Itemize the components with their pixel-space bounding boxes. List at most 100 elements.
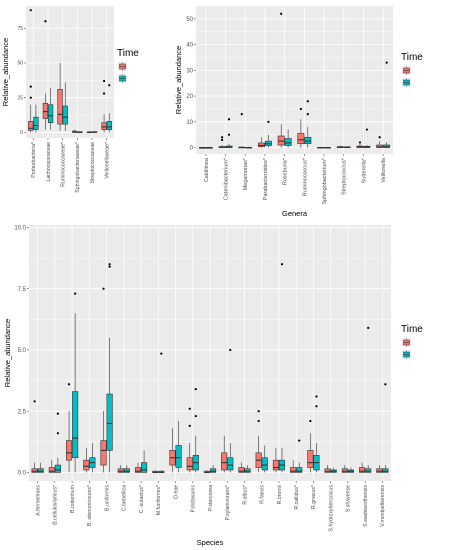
outlier-point <box>298 439 301 442</box>
outlier-point <box>67 383 71 386</box>
iqr-box <box>101 122 107 130</box>
x-category-label: R.gnavus* <box>311 485 317 509</box>
iqr-box <box>307 450 314 468</box>
after-box <box>245 146 253 149</box>
before-box <box>48 460 55 473</box>
before-box <box>307 419 314 473</box>
outlier-point <box>306 113 309 116</box>
outlier-point <box>257 410 260 413</box>
iqr-box <box>117 468 124 473</box>
before-box <box>376 136 384 148</box>
after-box <box>62 82 68 132</box>
after-box <box>296 439 303 473</box>
outlier-point <box>188 424 191 427</box>
outlier-point <box>74 292 77 295</box>
outlier-point <box>385 61 388 64</box>
x-category-label: Streptococcaceae <box>90 142 96 184</box>
iqr-box <box>28 121 34 131</box>
outlier-point <box>194 388 197 391</box>
after-box <box>192 388 199 473</box>
x-axis-title: Species <box>197 538 224 547</box>
outlier-point <box>227 133 231 136</box>
outlier-point <box>267 120 270 123</box>
before-box <box>238 113 246 149</box>
before-box <box>218 136 226 148</box>
iqr-box <box>48 467 55 473</box>
after-box <box>106 263 113 473</box>
after-box <box>347 467 354 473</box>
x-category-label: A.fermentans <box>35 485 41 516</box>
before-box <box>277 12 285 148</box>
outlier-point <box>160 352 163 355</box>
before-box <box>198 147 206 149</box>
before-box <box>57 62 63 132</box>
iqr-box <box>238 467 245 473</box>
y-tick-label: 0 <box>190 146 194 152</box>
after-box <box>365 326 372 473</box>
before-box <box>100 287 107 473</box>
outlier-point <box>365 128 369 131</box>
iqr-box <box>106 393 113 451</box>
after-box <box>313 395 320 473</box>
x-category-label: Roseburia* <box>283 157 289 185</box>
outlier-point <box>306 100 309 103</box>
iqr-box <box>359 467 366 473</box>
before-box <box>186 407 193 473</box>
iqr-box <box>290 467 297 473</box>
x-category-label: B.uniformis <box>104 485 110 511</box>
y-tick-label: 75 <box>17 26 23 32</box>
after-box <box>205 147 213 149</box>
y-axis-title: Relative_abundance <box>174 46 183 114</box>
iqr-box <box>272 459 279 471</box>
y-tick-label: 50 <box>186 17 193 23</box>
iqr-box <box>324 468 331 473</box>
x-category-label: B. stercorirosoris* <box>87 485 93 526</box>
after-box <box>227 348 234 473</box>
after-box <box>304 100 312 148</box>
after-box <box>382 383 389 473</box>
iqr-box <box>175 445 182 468</box>
after-box <box>33 104 39 133</box>
iqr-box <box>277 135 285 146</box>
before-box <box>290 460 297 473</box>
x-category-label: R.albus* <box>242 485 248 505</box>
outlier-point <box>384 383 387 386</box>
iqr-box <box>141 462 148 473</box>
x-category-label: Lachnospiraceae <box>46 142 52 182</box>
iqr-box <box>341 468 348 473</box>
before-box <box>169 428 176 473</box>
y-tick-label: 10.0 <box>14 226 26 232</box>
iqr-box <box>209 468 217 473</box>
after-box <box>91 131 98 133</box>
outlier-point <box>280 263 284 266</box>
iqr-box <box>31 468 38 473</box>
before-box <box>376 465 383 473</box>
legend-title: Time <box>117 48 139 59</box>
after-box <box>37 462 44 473</box>
after-box <box>343 146 351 148</box>
iqr-box <box>134 467 142 473</box>
outlier-point <box>194 414 197 418</box>
before-box <box>258 137 265 148</box>
y-tick-label: 0.0 <box>18 471 27 477</box>
x-category-label: R.faecis <box>260 485 266 504</box>
iqr-box <box>376 468 383 473</box>
before-box <box>297 107 305 148</box>
x-category-label: B.cellulosilyticus* <box>53 485 59 525</box>
after-box <box>261 445 268 473</box>
after-box <box>330 467 337 473</box>
x-category-label: P.xylanivorans* <box>225 485 231 520</box>
before-box <box>83 447 90 473</box>
outlier-point <box>102 92 106 95</box>
iqr-box <box>258 142 265 148</box>
before-box <box>238 462 245 473</box>
x-category-label: V.montpellierensis <box>380 485 386 527</box>
after-box <box>141 450 148 473</box>
chart-panel-3: 0.0 2.5 5.0 7.5 10.0 A.fermentans B.cellulosil… <box>3 225 423 547</box>
y-tick-label: 0 <box>20 130 23 136</box>
outlier-point <box>309 419 312 423</box>
x-category-label: Veillonellaceae* <box>104 142 110 179</box>
outlier-point <box>29 9 32 12</box>
iqr-box <box>297 133 305 145</box>
plot-background <box>196 6 393 154</box>
